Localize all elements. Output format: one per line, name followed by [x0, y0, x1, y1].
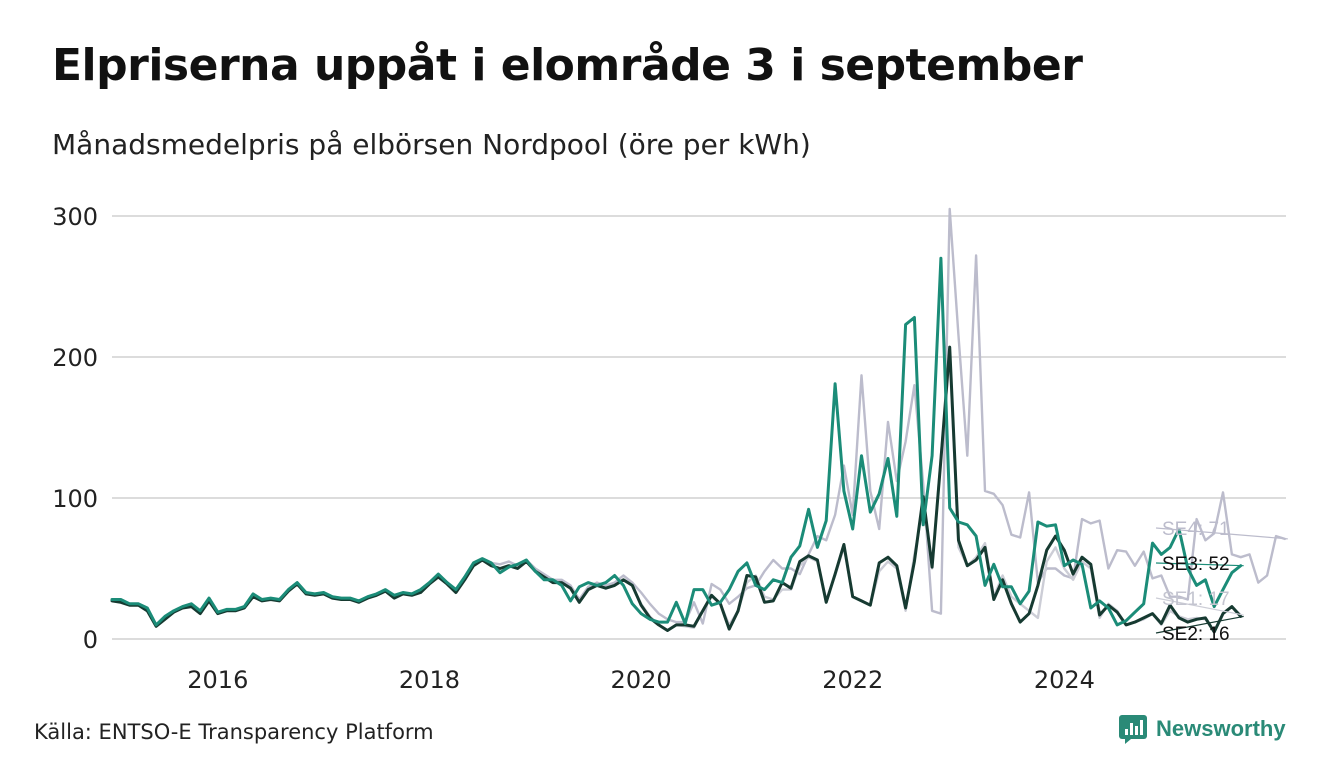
series-end-label: SE1: 17: [1162, 589, 1230, 610]
series-line-se2: [110, 345, 1243, 634]
ytick-label: 100: [52, 485, 98, 513]
xtick-label: 2024: [1034, 666, 1095, 694]
series-line-se1: [110, 355, 1242, 634]
xtick-label: 2016: [187, 666, 248, 694]
label-leader-se3: [1155, 562, 1244, 567]
xtick-label: 2018: [399, 666, 460, 694]
brand-logo: Newsworthy: [1118, 714, 1286, 744]
chart-title: Elpriserna uppåt i elområde 3 i septembe…: [52, 40, 1083, 91]
series-line-se4: [110, 207, 1286, 627]
label-leader-se1: [1155, 597, 1244, 616]
brand-name: Newsworthy: [1156, 716, 1286, 741]
series-end-label: SE4: 71: [1162, 519, 1230, 540]
chart-subtitle: Månadsmedelpris på elbörsen Nordpool (ör…: [52, 128, 811, 161]
ytick-label: 300: [52, 203, 98, 231]
label-leader-se2: [1155, 615, 1244, 634]
ytick-label: 0: [83, 626, 98, 654]
label-leader-se4: [1155, 527, 1288, 540]
source-note: Källa: ENTSO-E Transparency Platform: [34, 720, 434, 744]
xtick-label: 2020: [611, 666, 672, 694]
xtick-label: 2022: [822, 666, 883, 694]
newsworthy-icon: [1119, 715, 1147, 744]
series-end-label: SE3: 52: [1162, 554, 1230, 575]
series-end-label: SE2: 16: [1162, 624, 1230, 645]
series-line-se3: [110, 256, 1243, 627]
ytick-label: 200: [52, 344, 98, 372]
